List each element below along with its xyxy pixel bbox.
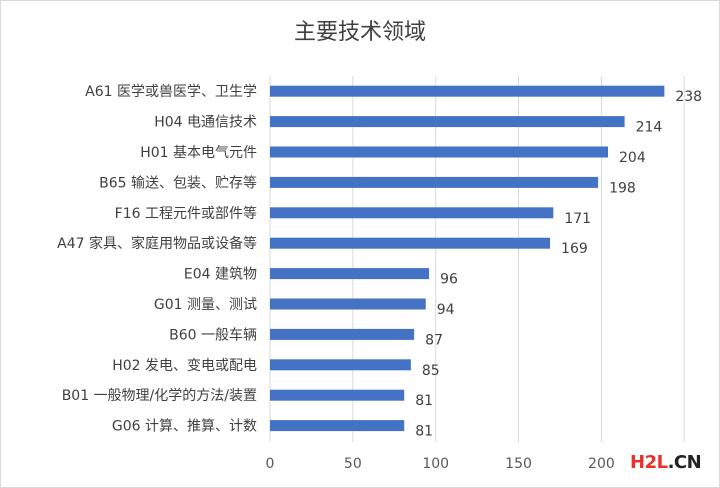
category-label: B60 一般车辆 xyxy=(169,326,257,343)
value-label: 198 xyxy=(609,180,636,196)
bar xyxy=(270,389,405,401)
site-watermark: H2L.CN xyxy=(630,452,702,473)
value-label: 87 xyxy=(425,332,443,348)
category-label: G06 计算、推算、计数 xyxy=(112,419,257,435)
value-label: 171 xyxy=(564,211,591,227)
watermark-part-2: .CN xyxy=(667,452,702,473)
x-tick-label: 150 xyxy=(505,456,532,472)
category-label: A47 家具、家庭用物品或设备等 xyxy=(57,235,257,252)
category-label: H04 电通信技术 xyxy=(154,115,257,131)
bar xyxy=(270,298,426,310)
bar xyxy=(270,237,551,249)
x-tick-label: 200 xyxy=(588,456,615,472)
bar xyxy=(270,420,405,432)
watermark-part-1: H2L xyxy=(630,452,668,473)
bar xyxy=(270,328,415,340)
value-label: 81 xyxy=(415,393,433,409)
bar xyxy=(270,176,599,188)
x-tick-label: 50 xyxy=(344,456,362,472)
bar xyxy=(270,85,665,97)
bar xyxy=(270,207,554,219)
category-label: E04 建筑物 xyxy=(184,267,257,283)
bars xyxy=(270,85,665,432)
value-label: 169 xyxy=(561,241,588,257)
category-label: B65 输送、包装、贮存等 xyxy=(99,174,257,191)
value-label: 238 xyxy=(675,89,702,105)
x-axis-ticks: 0 50 100 150 200 xyxy=(266,456,615,472)
bar xyxy=(270,268,430,280)
x-tick-label: 100 xyxy=(422,456,449,472)
bar xyxy=(270,116,625,128)
category-label: H02 发电、变电或配电 xyxy=(112,358,257,374)
chart-title: 主要技术领域 xyxy=(293,20,426,45)
category-label: H01 基本电气元件 xyxy=(140,144,257,161)
value-label: 214 xyxy=(636,120,663,136)
category-label: B01 一般物理/化学的方法/装置 xyxy=(62,388,257,404)
category-labels: A61 医学或兽医学、卫生学 H04 电通信技术 H01 基本电气元件 B65 输送、… xyxy=(57,84,257,434)
value-labels: 238 214 204 198 171 169 96 94 87 85 81 81 xyxy=(415,89,702,439)
category-label: F16 工程元件或部件等 xyxy=(115,205,257,222)
x-tick-label: 0 xyxy=(266,456,275,472)
value-label: 85 xyxy=(422,363,440,379)
value-label: 96 xyxy=(440,272,458,288)
category-label: G01 测量、测试 xyxy=(154,297,257,313)
value-label: 81 xyxy=(415,424,433,440)
bar xyxy=(270,146,609,158)
bar xyxy=(270,359,411,371)
value-label: 94 xyxy=(437,302,455,318)
value-label: 204 xyxy=(619,150,646,166)
category-label: A61 医学或兽医学、卫生学 xyxy=(85,84,257,100)
gridlines xyxy=(269,76,685,442)
